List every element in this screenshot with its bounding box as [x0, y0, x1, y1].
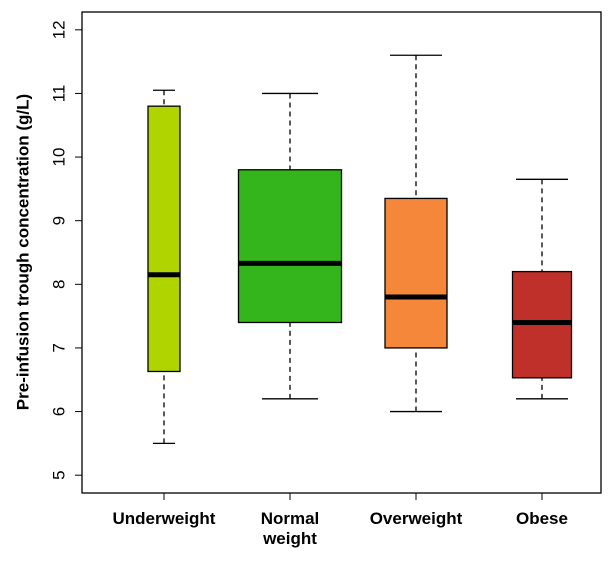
y-tick-label: 7: [49, 343, 68, 352]
y-tick-label: 6: [49, 407, 68, 416]
box: [147, 105, 181, 373]
y-tick-label: 9: [49, 216, 68, 225]
y-tick-label: 10: [49, 148, 68, 167]
y-axis-label: Pre-infusion trough concentration (g/L): [13, 94, 32, 410]
x-tick-label: Normal weight: [261, 509, 320, 548]
y-tick-label: 8: [49, 280, 68, 289]
x-tick-label: Underweight: [113, 509, 216, 528]
box: [237, 169, 343, 324]
y-tick-label: 11: [49, 85, 68, 103]
x-tick-label: Overweight: [370, 509, 463, 528]
y-tick-label: 12: [49, 20, 68, 39]
x-tick-label: Obese: [516, 509, 568, 528]
y-tick-label: 5: [49, 470, 68, 479]
plot-frame: [81, 11, 602, 494]
box: [384, 197, 448, 349]
